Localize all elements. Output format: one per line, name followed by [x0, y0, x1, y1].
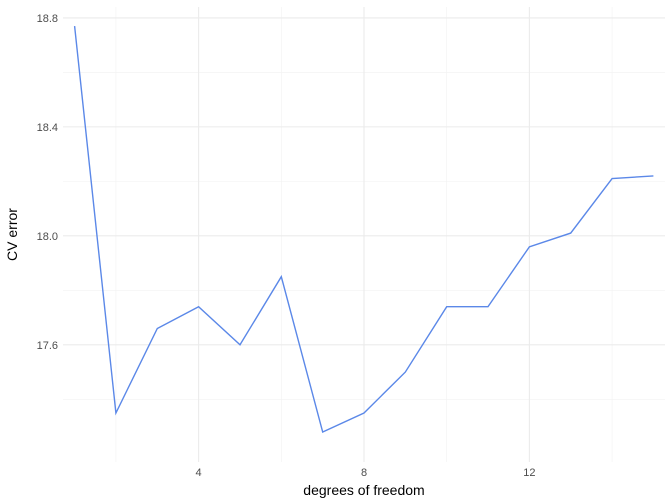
- x-tick-label: 8: [361, 467, 367, 479]
- grid: [63, 7, 665, 462]
- x-tick-label: 4: [196, 467, 202, 479]
- y-tick-label: 18.8: [37, 13, 58, 25]
- y-tick-label: 17.6: [37, 340, 58, 352]
- x-tick-label: 12: [523, 467, 535, 479]
- y-tick-label: 18.4: [37, 122, 58, 134]
- tick-labels: 17.6 18.0 18.4 18.8 4 8 12: [37, 13, 536, 479]
- x-axis-title: degrees of freedom: [303, 482, 424, 498]
- series-layer: [73, 26, 654, 433]
- cv-error-series-line: [73, 26, 654, 433]
- y-tick-label: 18.0: [37, 231, 58, 243]
- y-axis-title: CV error: [4, 208, 20, 261]
